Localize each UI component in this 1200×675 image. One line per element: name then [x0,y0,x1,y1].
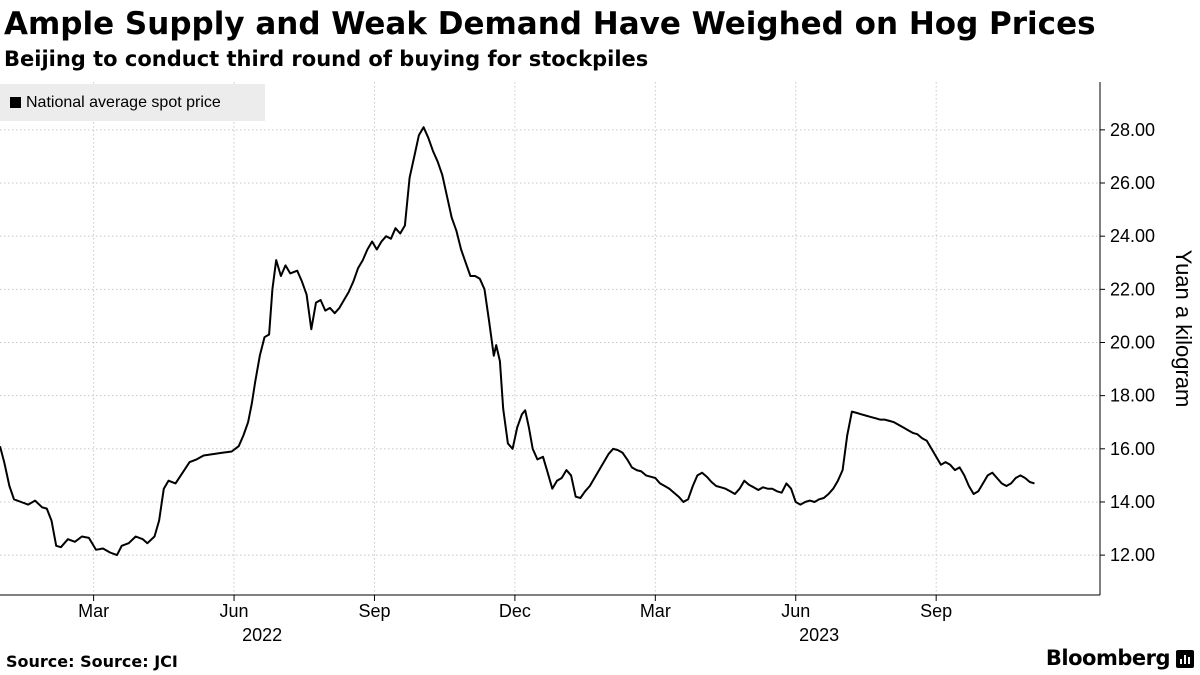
y-tick-label: 22.00 [1110,279,1155,299]
legend-label: National average spot price [26,93,221,111]
bloomberg-terminal-icon [1176,650,1194,668]
legend-swatch [10,97,21,108]
year-label: 2023 [799,625,839,645]
x-tick-label: Dec [499,601,531,621]
x-tick-label: Sep [920,601,952,621]
x-tick-label: Jun [781,601,810,621]
year-label: 2022 [242,625,282,645]
x-tick-label: Sep [358,601,390,621]
y-tick-label: 14.00 [1110,492,1155,512]
source-note: Source: Source: JCI [6,652,178,671]
y-tick-label: 16.00 [1110,439,1155,459]
y-axis-title: Yuan a kilogram [1171,250,1196,408]
y-tick-label: 12.00 [1110,545,1155,565]
y-tick-label: 26.00 [1110,173,1155,193]
x-tick-label: Mar [78,601,109,621]
x-tick-label: Jun [220,601,249,621]
y-tick-label: 20.00 [1110,332,1155,352]
chart-title: Ample Supply and Weak Demand Have Weighe… [4,6,1096,42]
chart-subtitle: Beijing to conduct third round of buying… [4,47,649,71]
y-tick-label: 18.00 [1110,386,1155,406]
bloomberg-logo: Bloomberg [1045,646,1171,670]
legend: National average spot price [0,84,265,121]
y-tick-label: 24.00 [1110,226,1155,246]
series-line [0,126,1035,557]
x-tick-label: Mar [640,601,671,621]
y-tick-label: 28.00 [1110,120,1155,140]
